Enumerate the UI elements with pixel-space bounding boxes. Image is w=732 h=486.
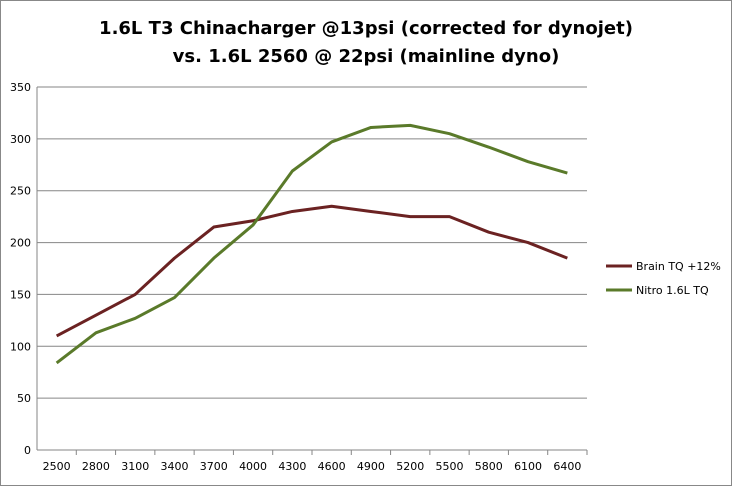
y-tick-label: 350 — [10, 81, 31, 94]
legend-label: Brain TQ +12% — [636, 260, 721, 273]
x-tick-label: 4000 — [239, 460, 267, 473]
chart-title-line1: 1.6L T3 Chinacharger @13psi (corrected f… — [99, 18, 633, 39]
chart-title-line2: vs. 1.6L 2560 @ 22psi (mainline dyno) — [172, 46, 560, 67]
y-tick-label: 100 — [10, 340, 31, 353]
y-tick-label: 0 — [24, 444, 31, 457]
y-tick-label: 250 — [10, 185, 31, 198]
legend-label: Nitro 1.6L TQ — [636, 284, 709, 297]
y-tick-label: 150 — [10, 288, 31, 301]
series-line-nitro-tq — [55, 123, 568, 365]
x-tick-label: 3700 — [200, 460, 228, 473]
x-tick-label: 4600 — [318, 460, 346, 473]
x-tick-label: 5500 — [436, 460, 464, 473]
x-tick-label: 3400 — [161, 460, 189, 473]
y-tick-label: 300 — [10, 133, 31, 146]
series-line-brain-tq — [55, 204, 568, 338]
x-tick-label: 4300 — [278, 460, 306, 473]
x-tick-label: 2800 — [82, 460, 110, 473]
y-tick-label: 50 — [17, 392, 31, 405]
x-tick-label: 3100 — [121, 460, 149, 473]
x-tick-label: 2500 — [43, 460, 71, 473]
y-tick-label: 200 — [10, 237, 31, 250]
x-tick-label: 4900 — [357, 460, 385, 473]
x-tick-label: 5800 — [475, 460, 503, 473]
x-tick-label: 6400 — [553, 460, 581, 473]
x-tick-label: 6100 — [514, 460, 542, 473]
x-tick-label: 5200 — [396, 460, 424, 473]
